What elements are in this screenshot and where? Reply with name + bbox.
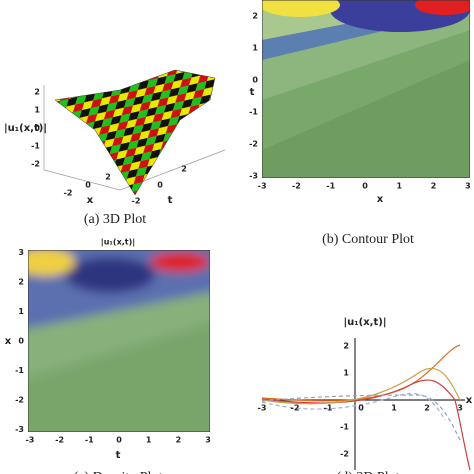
x-tick-label: 2	[105, 173, 111, 182]
y-tick-label: 0	[252, 76, 258, 85]
t-tick-label: 2	[181, 165, 187, 174]
t-label: t	[168, 195, 173, 206]
x-tick-label: -3	[25, 436, 34, 445]
z-tick-label: -2	[31, 160, 40, 169]
z-tick-label: -1	[31, 142, 40, 151]
x-tick-label: -1	[85, 436, 94, 445]
z-tick-label: 2	[34, 88, 40, 97]
x-label: x	[377, 194, 384, 205]
title: |u₁(x,t)|	[344, 317, 387, 328]
density-plot	[28, 250, 210, 432]
x-tick-label: 0	[85, 181, 91, 190]
caption: (d) 2D Plot	[337, 470, 400, 474]
caption: (b) Contour Plot	[322, 232, 414, 247]
caption: (a) 3D Plot	[84, 212, 146, 227]
x-tick-label: 3	[205, 436, 211, 445]
x-label: t	[116, 450, 121, 461]
x-label: x	[87, 195, 94, 206]
y-tick-label: 2	[18, 278, 24, 287]
y-tick-label: 1	[18, 307, 24, 316]
x-tick-label: -2	[291, 404, 300, 413]
y-tick-label: -3	[249, 172, 258, 181]
z-tick-label: 0	[34, 124, 40, 133]
caption: (c) Density Plot	[74, 470, 163, 474]
y-tick-label: -2	[249, 140, 258, 149]
y-tick-label: 2	[343, 342, 349, 351]
x-tick-label: 3	[465, 182, 471, 191]
y-tick-label: 2	[252, 12, 258, 21]
y-tick-label: 0	[18, 337, 24, 346]
x-tick-label: -3	[258, 404, 267, 413]
y-label: t	[250, 87, 255, 98]
title: |u₁(x,t)|	[101, 238, 135, 247]
x-tick-label: 2	[431, 182, 437, 191]
z-label: |u₁(x,t)|	[4, 123, 47, 134]
t-tick-label: -2	[132, 197, 141, 206]
x-tick-label: 1	[146, 436, 152, 445]
x-tick-label: 2	[176, 436, 182, 445]
y-tick-label: -2	[15, 396, 24, 405]
t-tick-label: 0	[157, 181, 163, 190]
x-tick-label: -1	[324, 404, 333, 413]
y-tick-label: 3	[18, 248, 24, 257]
surface-3d	[43, 69, 226, 196]
curves-2d	[261, 338, 471, 471]
x-tick-label: 0	[358, 404, 364, 413]
x-tick-label: 1	[391, 404, 397, 413]
x-tick-label: 0	[362, 182, 368, 191]
x-tick-label: 2	[424, 404, 430, 413]
y-tick-label: -3	[15, 425, 24, 434]
y-tick-label: -1	[15, 366, 24, 375]
x-tick-label: -2	[292, 182, 301, 191]
x-tick-label: -2	[55, 436, 64, 445]
x-tick-label: 0	[116, 436, 122, 445]
y-label: x	[5, 336, 12, 347]
x-tick-label: -1	[326, 182, 335, 191]
x-tick-label: 1	[397, 182, 403, 191]
y-tick-label: 1	[343, 369, 349, 378]
x-tick-label: -3	[258, 182, 267, 191]
x-tick-label: 3	[457, 404, 463, 413]
x-label: x	[466, 395, 473, 406]
y-tick-label: -1	[340, 423, 349, 432]
y-tick-label: -1	[249, 108, 258, 117]
contour-plot	[262, 0, 470, 178]
y-tick-label: -2	[340, 450, 349, 459]
x-tick-label: -2	[64, 189, 73, 198]
z-tick-label: 1	[34, 106, 40, 115]
y-tick-label: 1	[252, 44, 258, 53]
